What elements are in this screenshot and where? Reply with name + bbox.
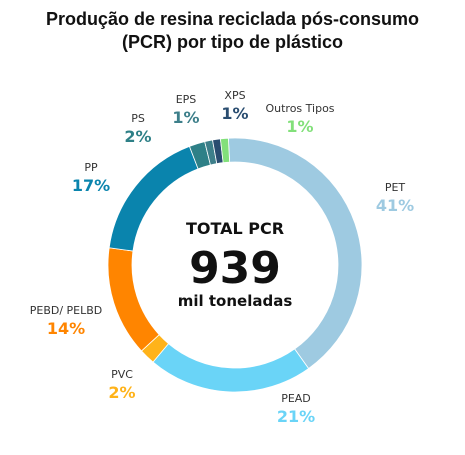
donut-slices [107, 137, 363, 393]
slice-label-pet: PET [385, 181, 406, 194]
slice-percent-xps: 1% [221, 104, 248, 123]
donut-center: TOTAL PCR 939 mil toneladas [178, 219, 293, 310]
slice-percent-pp: 17% [72, 176, 110, 195]
slice-percent-pet: 41% [376, 196, 414, 215]
slice-pead [152, 343, 310, 393]
slice-outros-tipos [219, 137, 231, 164]
center-label: TOTAL PCR [186, 219, 284, 238]
chart-title-line-1: Produção de resina reciclada pós-consumo [45, 9, 420, 29]
slice-label-pvc: PVC [111, 368, 133, 381]
slice-labels: PET 41% PEAD 21% PVC 2% PEBD/ PELBD 14% PP 17% PS 2… [30, 89, 414, 426]
slice-label-outros-tipos: Outros Tipos [265, 102, 334, 115]
slice-percent-ps: 2% [124, 127, 151, 146]
slice-label-xps: XPS [224, 89, 245, 102]
slice-percent-outros-tipos: 1% [286, 117, 313, 136]
slice-percent-eps: 1% [172, 108, 199, 127]
chart-title-line-2: (PCR) por tipo de plástico [121, 32, 343, 52]
slice-percent-pead: 21% [277, 407, 315, 426]
slice-pebd-pelbd [107, 247, 160, 352]
slice-label-pead: PEAD [281, 392, 311, 405]
center-unit: mil toneladas [178, 292, 293, 310]
slice-percent-pvc: 2% [108, 383, 135, 402]
slice-pp [108, 145, 199, 252]
slice-label-ps: PS [131, 112, 145, 125]
slice-label-pp: PP [84, 161, 98, 174]
slice-label-pebd-pelbd: PEBD/ PELBD [30, 304, 103, 317]
center-total-value: 939 [189, 243, 281, 294]
slice-percent-pebd-pelbd: 14% [47, 319, 85, 338]
chart-title: Produção de resina reciclada pós-consumo… [0, 8, 465, 54]
slice-label-eps: EPS [176, 93, 197, 106]
